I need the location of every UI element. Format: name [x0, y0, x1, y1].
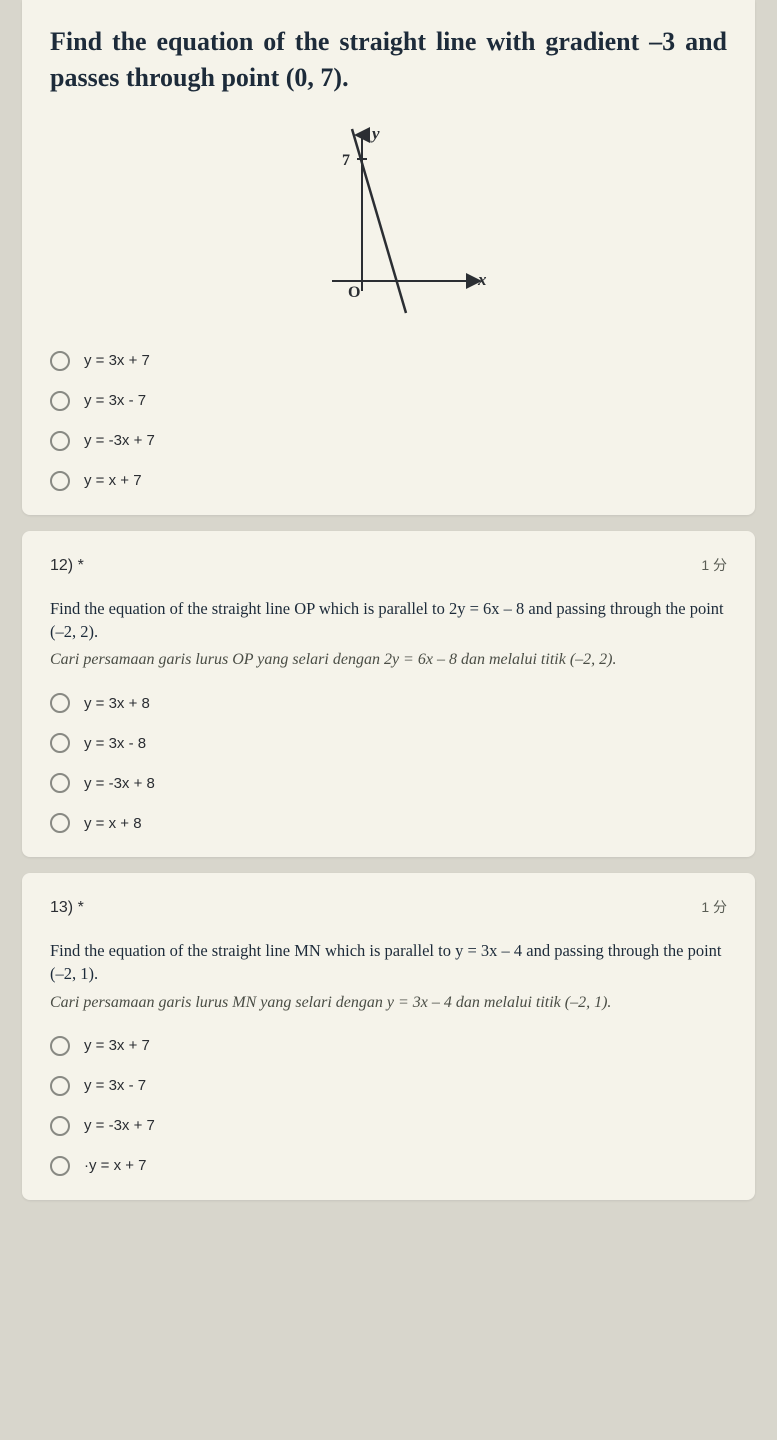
option-12-d[interactable]: y = x + 8: [50, 813, 727, 833]
line-graph-svg: y 7 O x: [284, 121, 494, 321]
option-13-c[interactable]: y = -3x + 7: [50, 1116, 727, 1136]
y-intercept-label: 7: [342, 152, 350, 169]
radio-icon: [50, 1076, 70, 1096]
option-13-d[interactable]: ·y = x + 7: [50, 1156, 727, 1176]
radio-icon: [50, 1036, 70, 1056]
question-points: 1 分: [701, 555, 727, 575]
question-number: 13) *: [50, 899, 84, 917]
option-label: y = -3x + 7: [84, 432, 155, 449]
graph-diagram: y 7 O x: [50, 121, 727, 321]
question-body-ms: Cari persamaan garis lurus MN yang selar…: [50, 992, 727, 1014]
option-11-a[interactable]: y = 3x + 7: [50, 351, 727, 371]
question-points: 1 分: [701, 897, 727, 917]
origin-label: O: [348, 284, 360, 301]
option-label: y = 3x + 7: [84, 1037, 150, 1054]
y-axis-label: y: [370, 124, 380, 143]
option-label: y = -3x + 8: [84, 775, 155, 792]
option-label: y = x + 7: [84, 472, 142, 489]
option-12-a[interactable]: y = 3x + 8: [50, 693, 727, 713]
option-13-b[interactable]: y = 3x - 7: [50, 1076, 727, 1096]
radio-icon: [50, 813, 70, 833]
option-12-c[interactable]: y = -3x + 8: [50, 773, 727, 793]
option-label: y = 3x - 7: [84, 1077, 146, 1094]
options-group-11: y = 3x + 7 y = 3x - 7 y = -3x + 7 y = x …: [50, 351, 727, 491]
radio-icon: [50, 1156, 70, 1176]
option-label: y = 3x - 8: [84, 735, 146, 752]
option-label: y = 3x + 7: [84, 352, 150, 369]
option-label: y = 3x - 7: [84, 392, 146, 409]
radio-icon: [50, 431, 70, 451]
x-axis-label: x: [477, 270, 487, 289]
question-header: 12) * 1 分: [50, 555, 727, 575]
radio-icon: [50, 1116, 70, 1136]
question-title: Find the equation of the straight line w…: [50, 24, 727, 97]
question-header: 13) * 1 分: [50, 897, 727, 917]
question-number: 12) *: [50, 557, 84, 575]
option-label: ·y = x + 7: [84, 1157, 147, 1174]
option-12-b[interactable]: y = 3x - 8: [50, 733, 727, 753]
option-11-d[interactable]: y = x + 7: [50, 471, 727, 491]
radio-icon: [50, 391, 70, 411]
question-body-en: Find the equation of the straight line O…: [50, 597, 727, 643]
question-card-12: 12) * 1 分 Find the equation of the strai…: [22, 531, 755, 858]
question-card-13: 13) * 1 分 Find the equation of the strai…: [22, 873, 755, 1200]
radio-icon: [50, 733, 70, 753]
radio-icon: [50, 773, 70, 793]
question-body-ms: Cari persamaan garis lurus OP yang selar…: [50, 649, 727, 671]
option-13-a[interactable]: y = 3x + 7: [50, 1036, 727, 1056]
option-label: y = 3x + 8: [84, 695, 150, 712]
option-11-c[interactable]: y = -3x + 7: [50, 431, 727, 451]
radio-icon: [50, 471, 70, 491]
question-body-en: Find the equation of the straight line M…: [50, 939, 727, 985]
question-card-11: Find the equation of the straight line w…: [22, 0, 755, 515]
option-label: y = -3x + 7: [84, 1117, 155, 1134]
radio-icon: [50, 693, 70, 713]
options-group-12: y = 3x + 8 y = 3x - 8 y = -3x + 8 y = x …: [50, 693, 727, 833]
options-group-13: y = 3x + 7 y = 3x - 7 y = -3x + 7 ·y = x…: [50, 1036, 727, 1176]
radio-icon: [50, 351, 70, 371]
option-label: y = x + 8: [84, 815, 142, 832]
option-11-b[interactable]: y = 3x - 7: [50, 391, 727, 411]
